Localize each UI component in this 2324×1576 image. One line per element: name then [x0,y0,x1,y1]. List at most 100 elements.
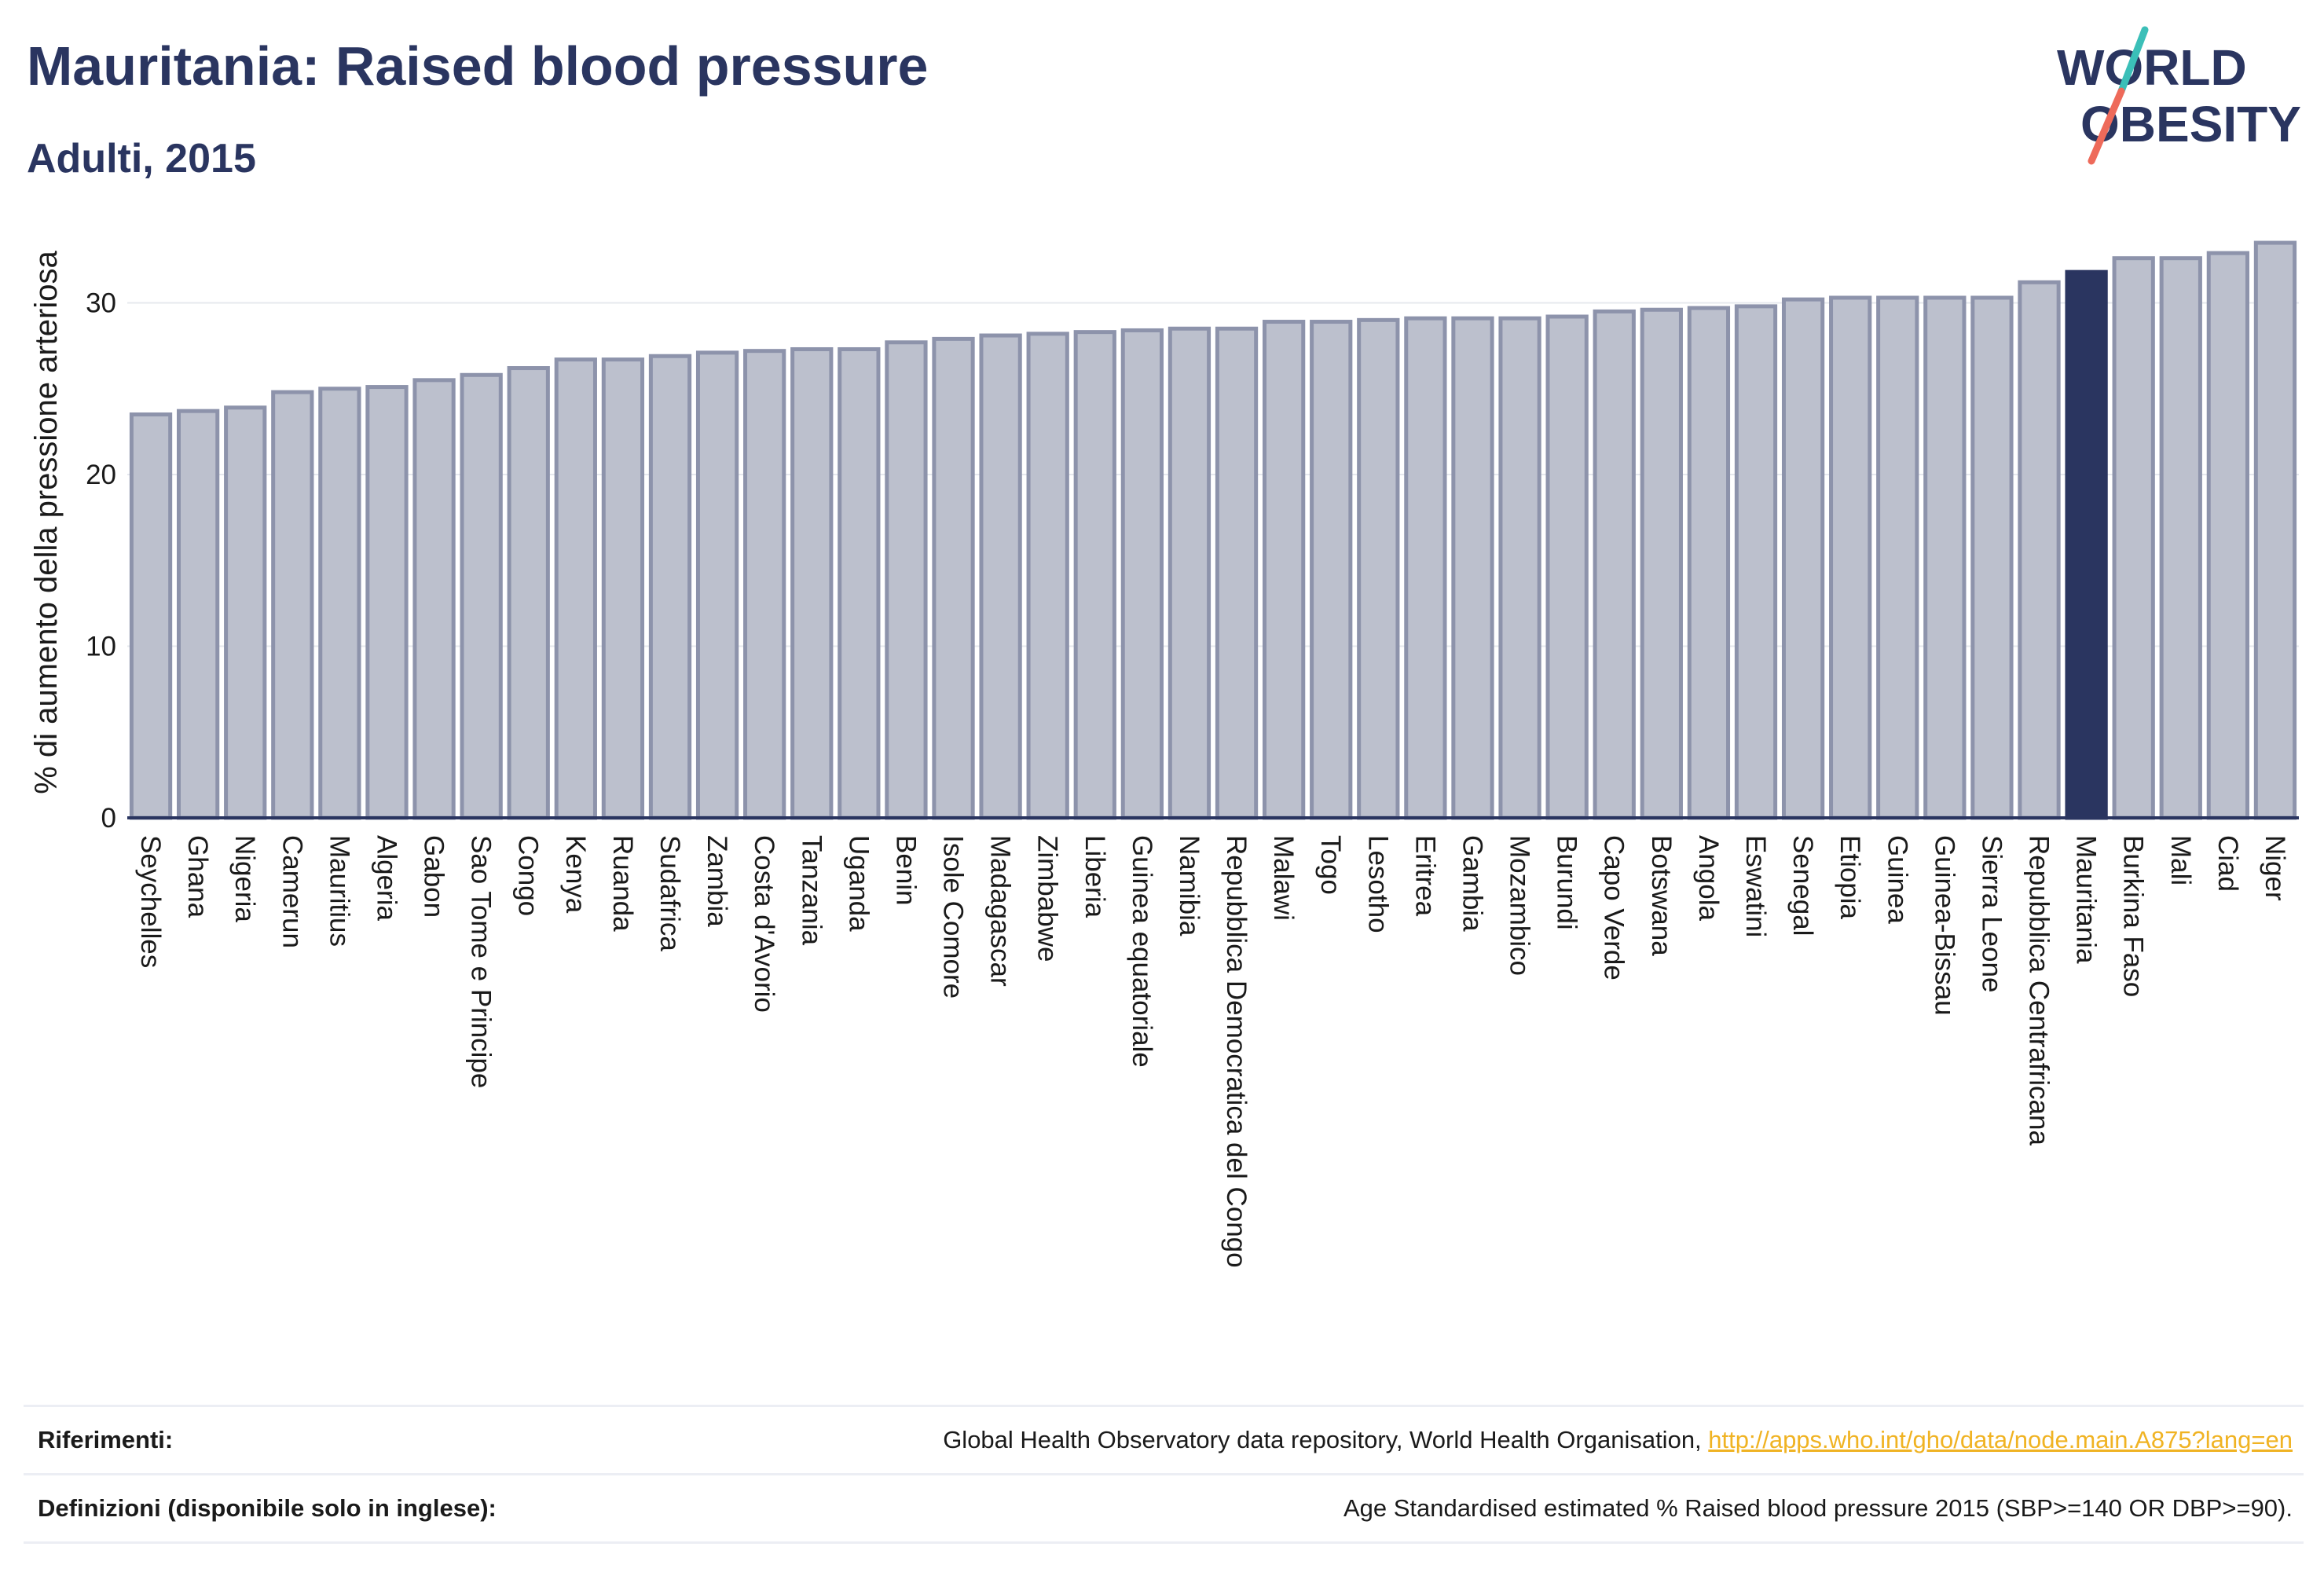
bar [1262,320,1306,820]
bar [695,350,739,820]
bar [1073,330,1116,820]
bar [1640,307,1683,820]
bar [1545,314,1589,820]
x-tick-label: Benin [890,835,921,906]
chart-title: Mauritania: Raised blood pressure [27,35,929,97]
definitions-value: Age Standardised estimated % Raised bloo… [1343,1494,2293,1522]
bars [129,240,2297,820]
bar [2112,256,2155,820]
bar [318,387,361,820]
bar [932,336,975,820]
x-tick-label: Capo Verde [1599,835,1629,980]
bar [271,390,314,820]
x-tick-label: Mauritania [2071,835,2102,964]
bar [1781,297,1825,820]
x-tick-label: Mozambico [1505,835,1535,976]
bar [460,372,503,820]
bar [2018,280,2061,820]
y-tick-label: 0 [101,803,116,834]
x-tick-label: Camerun [277,835,307,948]
x-tick-label: Madagascar [985,835,1016,987]
bar [1167,326,1211,820]
bar [1310,320,1353,820]
x-tick-label: Sierra Leone [1976,835,2007,992]
x-tick-label: Burkina Faso [2118,835,2149,997]
bar [601,357,645,820]
references-text: Global Health Observatory data repositor… [943,1426,1709,1453]
bar [1923,295,1967,820]
bar [554,357,597,820]
bar [1357,317,1400,820]
bar [2206,251,2250,820]
x-tick-label: Eswatini [1740,835,1771,937]
x-tick-label: Ciad [2212,835,2243,892]
bar-chart: 0 10 20 30 Seychelles Ghana Nigeria Camerun Mau… [29,240,2299,1268]
x-tick-label: Guinea-Bissau [1929,835,1959,1016]
references-value: Global Health Observatory data repositor… [943,1407,2293,1473]
bar [224,405,267,820]
x-tick-label: Zimbabwe [1032,835,1063,962]
bar [1404,316,1447,820]
bar [1215,326,1259,820]
references-row: Riferimenti: Global Health Observatory d… [24,1405,2304,1473]
bar [365,385,409,820]
references-label: Riferimenti: [38,1426,174,1453]
bar [1593,309,1636,820]
bar [1876,295,1919,820]
bar [1026,332,1069,820]
x-tick-label: Nigeria [229,835,260,922]
y-tick-label: 10 [86,632,116,662]
world-obesity-logo: WORLD OBESITY [2057,26,2301,165]
x-tick-label: Mauritius [324,835,354,947]
x-tick-label: Tanzania [796,835,827,946]
x-tick-label: Sao Tome e Principe [466,835,497,1088]
x-tick-label: Guinea [1882,835,1912,924]
logo-slash-teal [2117,26,2149,95]
x-tick-label: Botswana [1646,835,1677,956]
x-tick-label: Repubblica Democratica del Congo [1221,835,1252,1268]
x-tick-label: Lesotho [1362,835,1393,933]
x-tick-label: Sudafrica [654,835,685,951]
bar [507,366,550,820]
bar [1829,295,1872,820]
logo-slash-coral [2088,87,2125,165]
bar [176,409,220,820]
x-tick-label: Mali [2165,835,2196,885]
y-tick-label: 30 [86,288,116,319]
x-tick-label: Ghana [182,835,213,918]
x-tick-label: Gambia [1457,835,1487,932]
bar [885,340,928,820]
x-tick-label: Angola [1693,835,1724,922]
x-tick-label: Zambia [702,835,732,927]
definitions-row: Definizioni (disponibile solo in inglese… [24,1473,2304,1544]
bar [2159,256,2202,820]
bar [1498,316,1541,820]
x-tick-label: Costa d'Avorio [749,835,779,1013]
bar [790,346,834,820]
bar [743,349,786,820]
bar [1734,304,1778,820]
y-axis-title: % di aumento della pressione arteriosa [29,251,64,794]
definitions-label: Definizioni (disponibile solo in inglese… [38,1494,497,1522]
bar [838,346,881,820]
x-tick-label: Isole Comore [938,835,969,999]
chart-subtitle: Adulti, 2015 [27,136,256,181]
y-tick-label: 20 [86,460,116,490]
bar [648,354,692,820]
bar [1451,316,1494,820]
references-link[interactable]: http://apps.who.int/gho/data/node.main.A… [1708,1426,2293,1453]
x-tick-label: Malawi [1268,835,1299,921]
x-tick-label: Algeria [371,835,401,921]
x-tick-label: Niger [2260,835,2290,901]
x-tick-label: Eritrea [1409,835,1440,917]
x-axis-labels: Seychelles Ghana Nigeria Camerun Mauritius Al… [135,835,2290,1268]
bar-highlighted [2065,269,2108,820]
x-tick-label: Congo [513,835,544,916]
x-tick-label: Etiopia [1835,835,1865,920]
logo-line-world: WORLD [2057,39,2247,96]
x-tick-label: Uganda [843,835,874,932]
x-tick-label: Ruanda [607,835,638,932]
bar [979,333,1022,820]
x-tick-label: Togo [1315,835,1346,895]
y-axis-ticks: 0 10 20 30 [86,288,116,834]
